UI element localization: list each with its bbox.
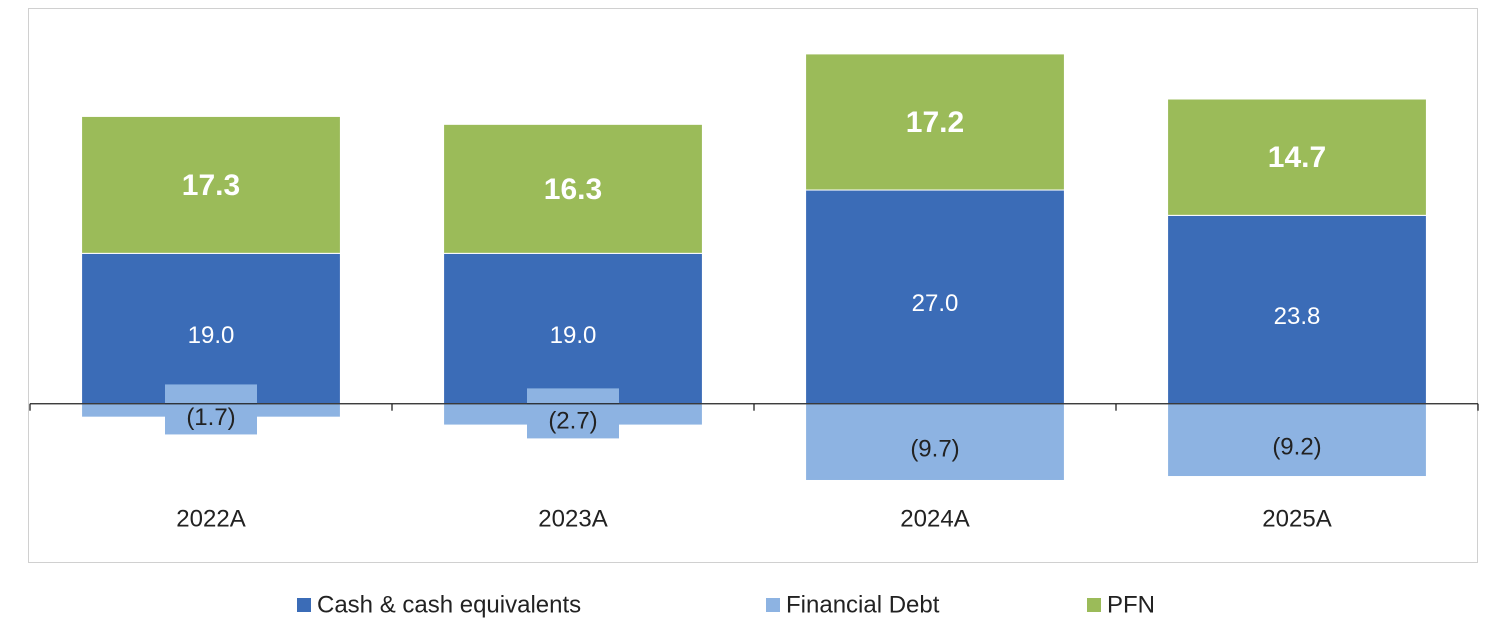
x-tick-label: 2025A (1262, 505, 1331, 532)
bar-segment (805, 53, 1065, 191)
value-label: (9.7) (910, 435, 959, 462)
legend-swatch (766, 598, 780, 612)
value-label: 16.3 (544, 173, 602, 206)
label-box (527, 388, 619, 439)
value-label: (1.7) (186, 404, 235, 431)
value-label: 17.2 (906, 106, 964, 139)
x-tick-label: 2023A (538, 505, 607, 532)
x-tick-label: 2022A (176, 505, 245, 532)
value-label: 17.3 (182, 169, 240, 202)
bar-segment (1167, 98, 1427, 216)
x-tick-label: 2024A (900, 505, 969, 532)
bar-segment (805, 403, 1065, 481)
legend-label: Cash & cash equivalents (317, 591, 581, 618)
label-box (165, 384, 257, 435)
value-label: 19.0 (550, 322, 597, 349)
legend-label: PFN (1107, 591, 1155, 618)
value-label: (2.7) (548, 408, 597, 435)
bar-segment (81, 115, 341, 254)
value-label: 23.8 (1274, 303, 1321, 330)
legend-label: Financial Debt (786, 591, 940, 618)
legend-swatch (1087, 598, 1101, 612)
value-label: (9.2) (1272, 433, 1321, 460)
value-label: 14.7 (1268, 141, 1326, 174)
value-label: 27.0 (912, 290, 959, 317)
bar-segment (1167, 403, 1427, 478)
bar-segment (443, 123, 703, 254)
legend-swatch (297, 598, 311, 612)
value-label: 19.0 (188, 322, 235, 349)
bar-segment (81, 252, 341, 405)
